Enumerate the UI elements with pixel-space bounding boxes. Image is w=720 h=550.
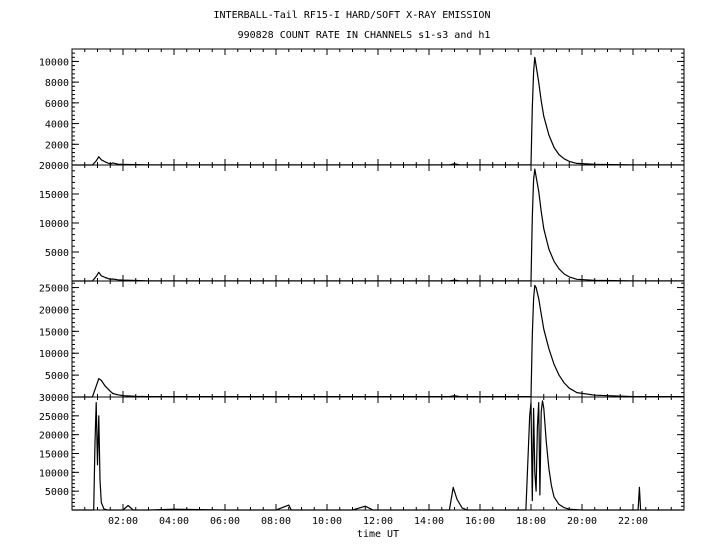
y-tick-label: 6000 [45, 99, 69, 110]
y-tick-label: 8000 [45, 78, 69, 89]
y-tick-label: 10000 [39, 349, 69, 360]
y-tick-label: 10000 [39, 57, 69, 68]
x-tick-label: 10:00 [312, 516, 342, 527]
x-tick-label: 22:00 [618, 516, 648, 527]
y-tick-label: 15000 [39, 327, 69, 338]
x-tick-label: 18:00 [516, 516, 546, 527]
x-tick-label: 20:00 [567, 516, 597, 527]
panel-1: 2000 4000 6000 8000 10000 [39, 48, 685, 166]
panel-2: 5000 10000 15000 20000 [39, 161, 685, 282]
y-tick-label: 25000 [39, 284, 69, 295]
y-tick-label: 30000 [39, 393, 69, 404]
chart-title: INTERBALL-Tail RF15-I HARD/SOFT X-RAY EM… [214, 10, 491, 21]
chart-subtitle: 990828 COUNT RATE IN CHANNELS s1-s3 and … [238, 30, 491, 41]
x-tick-label: 16:00 [465, 516, 495, 527]
y-tick-label: 10000 [39, 219, 69, 230]
panel-frame [71, 164, 685, 282]
y-tick-label: 20000 [39, 431, 69, 442]
x-tick-label: 06:00 [210, 516, 240, 527]
series-line-panel-3 [72, 284, 684, 398]
y-tick-label: 15000 [39, 190, 69, 201]
series-line-panel-4 [72, 400, 684, 511]
panel-frame [71, 396, 685, 511]
panel-4: 5000 10000 15000 20000 25000 30000 [39, 393, 685, 511]
x-axis-label: time UT [357, 529, 399, 540]
y-tick-label: 5000 [45, 248, 69, 259]
y-tick-label: 15000 [39, 450, 69, 461]
y-tick-label: 10000 [39, 468, 69, 479]
y-tick-label: 20000 [39, 305, 69, 316]
y-tick-label: 5000 [45, 371, 69, 382]
series-line-panel-2 [72, 168, 684, 282]
panel-frame [71, 48, 685, 166]
x-tick-label: 04:00 [159, 516, 189, 527]
y-tick-label: 5000 [45, 487, 69, 498]
x-tick-label: 14:00 [414, 516, 444, 527]
panel-3: 5000 10000 15000 20000 25000 [39, 280, 685, 398]
series-line-panel-1 [72, 56, 684, 166]
x-tick-label: 12:00 [363, 516, 393, 527]
x-tick-label: 08:00 [261, 516, 291, 527]
x-tick-label: 02:00 [108, 516, 138, 527]
y-tick-label: 25000 [39, 412, 69, 423]
y-tick-label: 2000 [45, 140, 69, 151]
plot-layer: 2000 4000 6000 8000 10000 5000 10000 15000 20000… [39, 48, 685, 527]
panel-frame [71, 280, 685, 398]
y-tick-label: 20000 [39, 161, 69, 172]
y-tick-label: 4000 [45, 120, 69, 131]
